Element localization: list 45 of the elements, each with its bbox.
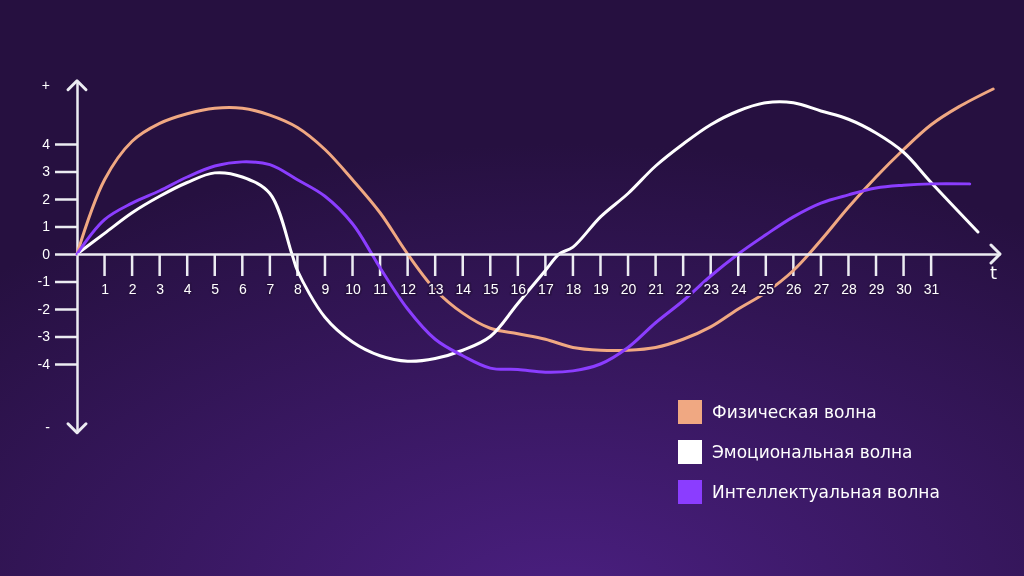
x-tick-label: 8 — [294, 280, 303, 297]
x-tick-label: 28 — [841, 280, 857, 297]
x-tick-label: 17 — [538, 280, 554, 297]
x-tick-label: 9 — [321, 280, 330, 297]
x-tick-label: 15 — [482, 280, 499, 297]
x-tick-label: 1 — [101, 280, 110, 297]
x-tick-label: 22 — [675, 280, 692, 297]
x-tick-label: 20 — [620, 280, 637, 297]
legend-label: Эмоциональная волна — [712, 442, 913, 462]
x-tick-label: 26 — [786, 280, 802, 297]
x-tick-label: 3 — [156, 280, 165, 297]
y-tick-label: -2 — [37, 300, 51, 317]
x-tick-label: 21 — [648, 280, 665, 297]
x-tick-label: 10 — [345, 280, 362, 297]
x-tick-label: 16 — [510, 280, 527, 297]
legend-label: Интеллектуальная волна — [712, 482, 940, 502]
x-tick-label: 23 — [703, 280, 720, 297]
line-series — [75, 160, 972, 374]
x-tick-label: 24 — [730, 280, 747, 297]
y-tick-label: 1 — [42, 218, 51, 235]
y-tick-label: + — [41, 76, 50, 93]
y-tick-label: -1 — [37, 273, 51, 290]
x-axis-title: t — [990, 262, 998, 283]
x-tick-label: 11 — [373, 280, 389, 297]
y-tick-label: 4 — [42, 135, 51, 152]
y-tick-label: -3 — [37, 328, 51, 345]
x-tick-label: 27 — [813, 280, 830, 297]
y-tick-label: 3 — [42, 163, 51, 180]
y-tick-label: - — [45, 419, 51, 436]
x-tick-label: 4 — [183, 280, 192, 297]
x-tick-label: 6 — [238, 280, 247, 297]
x-tick-label: 7 — [266, 280, 275, 297]
x-tick-label: 14 — [455, 280, 472, 297]
x-tick-label: 2 — [128, 280, 137, 297]
x-tick-label: 12 — [400, 280, 417, 297]
y-tick-label: 2 — [42, 190, 51, 207]
x-tick-label: 18 — [565, 280, 582, 297]
x-tick-label: 31 — [923, 280, 940, 297]
x-tick-label: 30 — [896, 280, 913, 297]
x-tick-label: 19 — [593, 280, 609, 297]
legend-label: Физическая волна — [712, 402, 877, 422]
x-tick-label: 29 — [868, 280, 885, 297]
y-tick-label: -4 — [37, 355, 51, 372]
x-tick-label: 5 — [211, 280, 220, 297]
y-tick-label: 0 — [42, 245, 51, 262]
